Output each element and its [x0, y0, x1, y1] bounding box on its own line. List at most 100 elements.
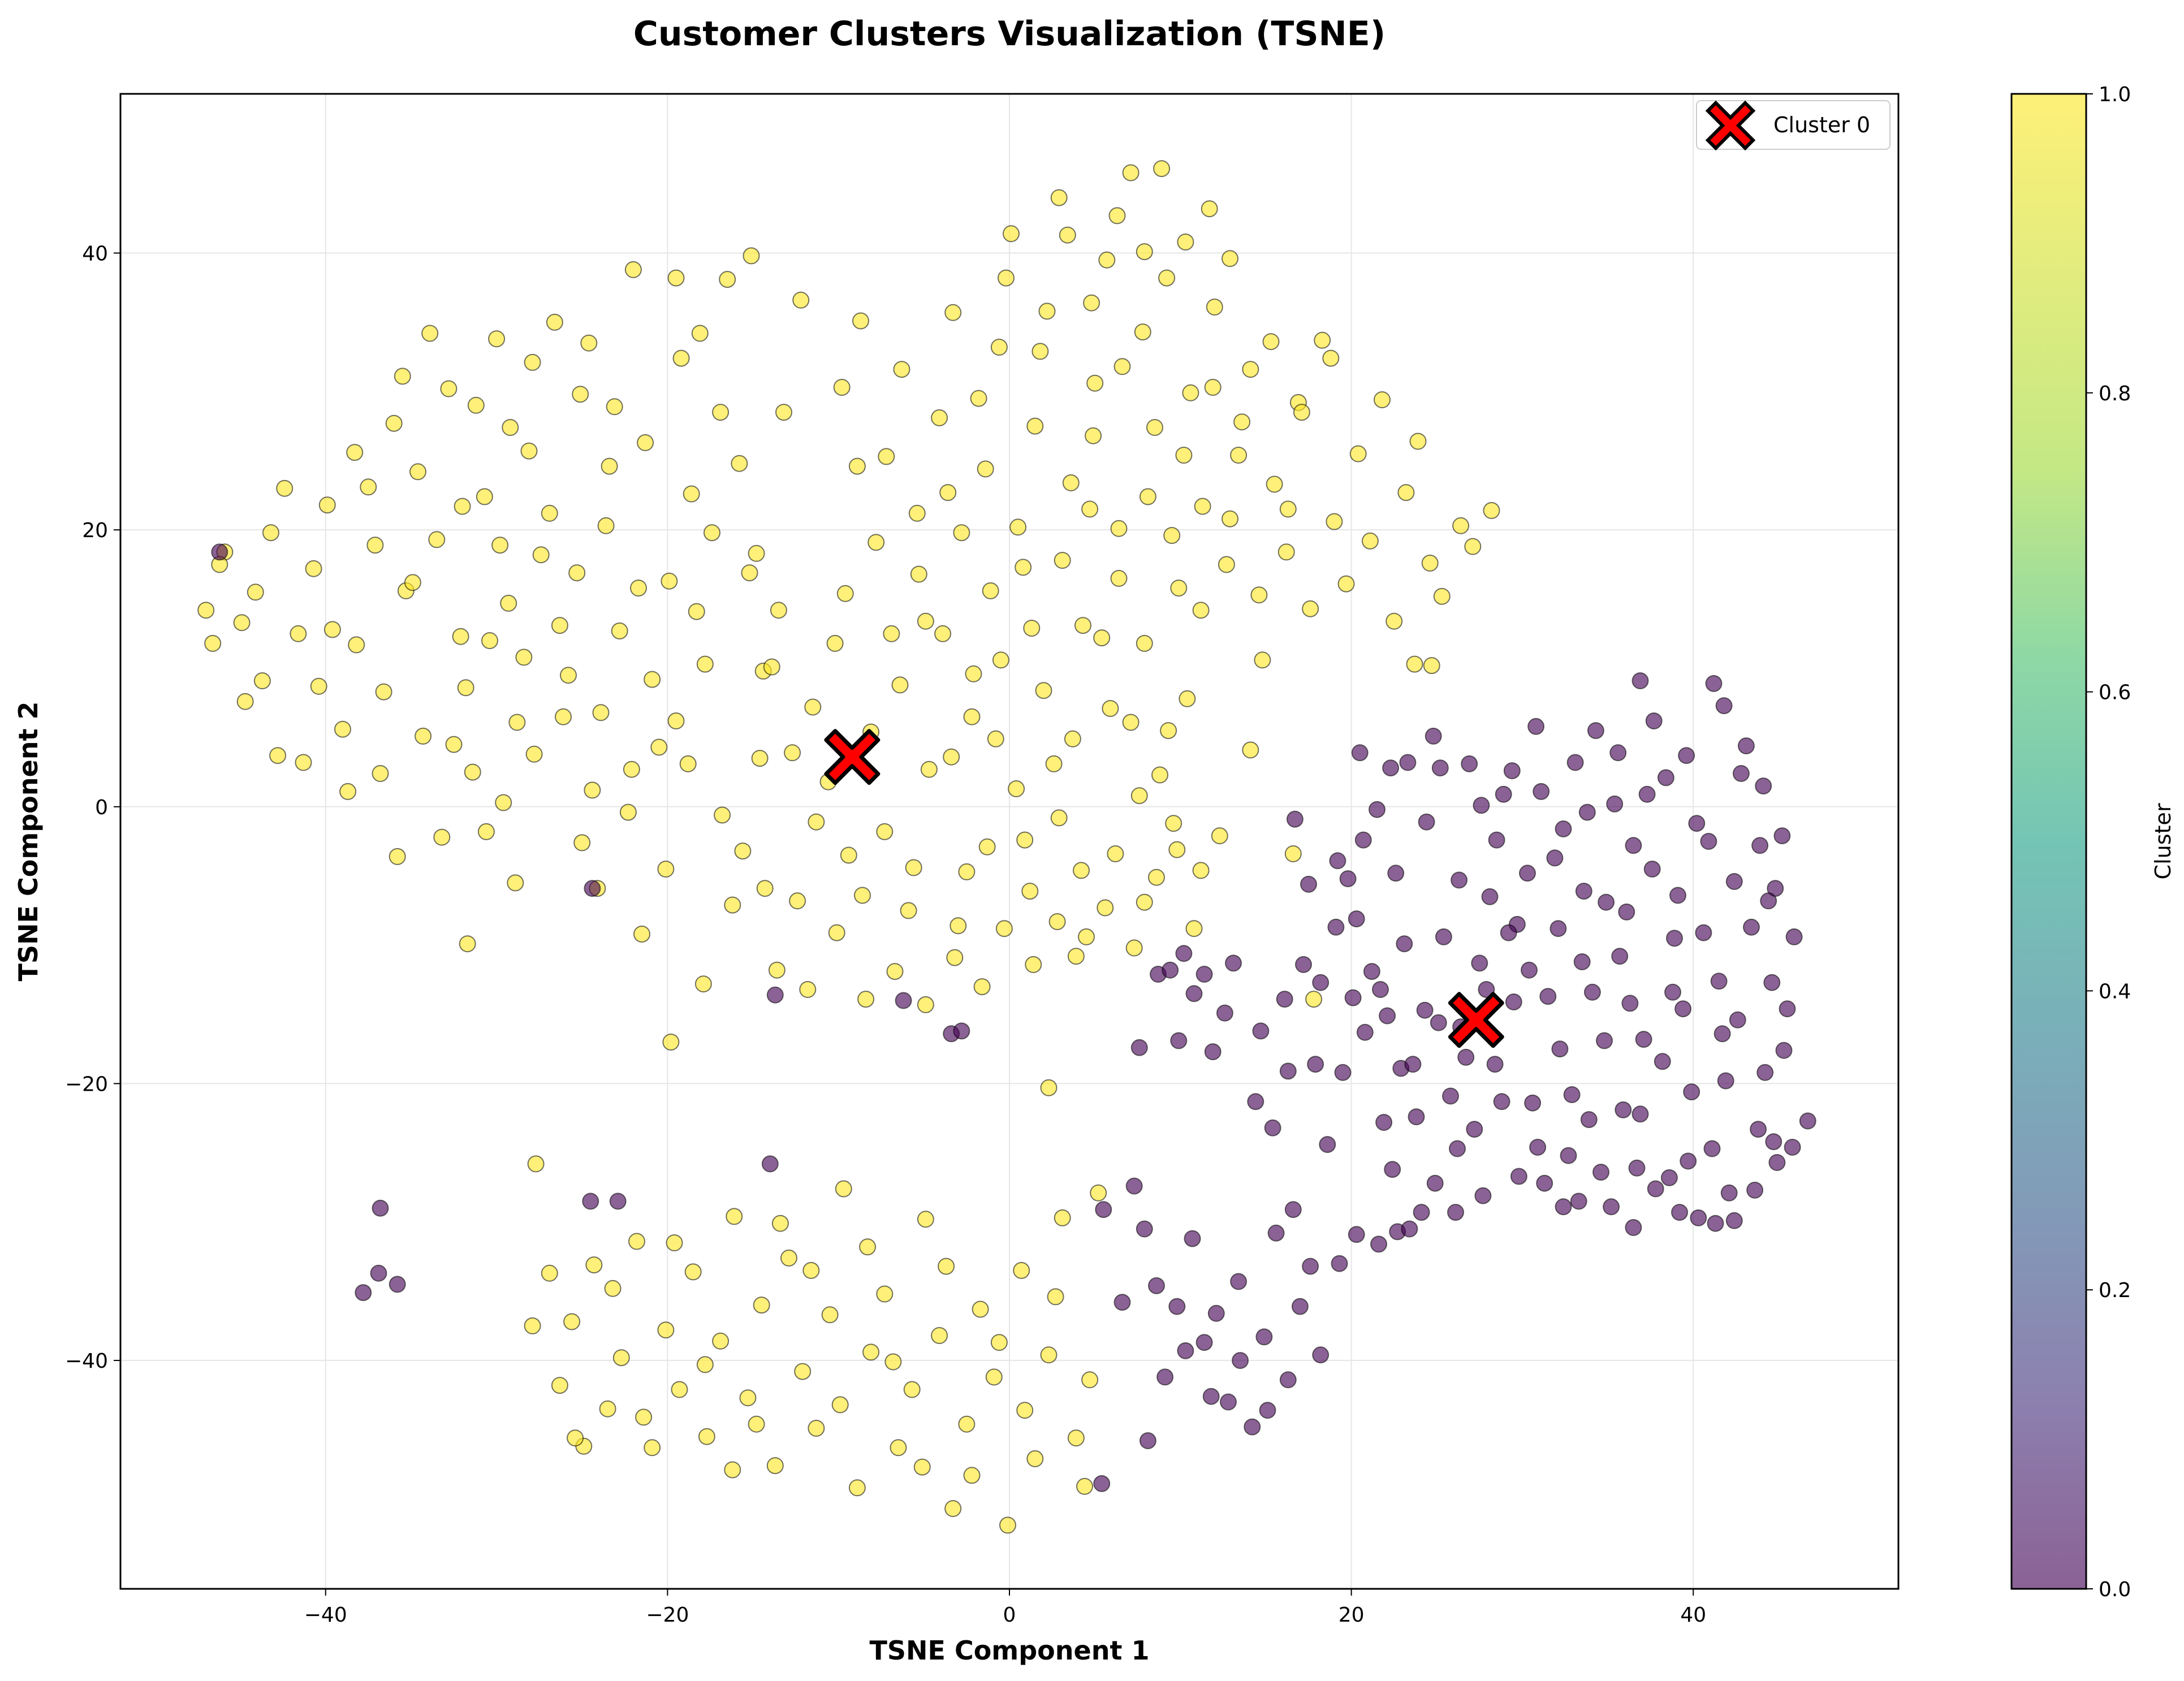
- data-point-cluster-1: [1262, 333, 1280, 351]
- data-point-cluster-0: [1521, 961, 1538, 979]
- data-point-cluster-0: [1195, 966, 1213, 983]
- data-point-cluster-0: [1095, 1201, 1112, 1218]
- data-point-cluster-1: [348, 636, 365, 654]
- data-point-cluster-0: [1473, 797, 1490, 814]
- data-point-cluster-1: [599, 1400, 616, 1418]
- data-point-cluster-0: [761, 1155, 779, 1173]
- data-point-cluster-0: [1279, 1371, 1297, 1389]
- data-point-cluster-0: [355, 1284, 372, 1302]
- data-point-cluster-1: [775, 404, 792, 421]
- data-point-cluster-1: [748, 1415, 765, 1433]
- data-point-cluster-1: [1230, 447, 1248, 464]
- colorbar-label: Cluster: [2151, 803, 2176, 879]
- data-point-cluster-0: [1185, 985, 1203, 1002]
- legend-label-cluster-0: Cluster 0: [1773, 113, 1870, 137]
- data-point-cluster-1: [597, 517, 615, 534]
- data-point-cluster-1: [611, 622, 628, 639]
- data-point-cluster-0: [1609, 744, 1627, 762]
- x-tick-label: 40: [1680, 1604, 1706, 1627]
- data-point-cluster-0: [1252, 1022, 1270, 1040]
- data-point-cluster-0: [1674, 1000, 1692, 1018]
- data-point-cluster-1: [454, 498, 471, 515]
- data-point-cluster-1: [440, 380, 457, 397]
- data-point-cluster-0: [1621, 995, 1639, 1012]
- data-point-cluster-1: [1194, 498, 1211, 515]
- data-point-cluster-1: [1192, 862, 1210, 879]
- data-point-cluster-1: [913, 1458, 931, 1476]
- data-point-cluster-1: [712, 1332, 730, 1350]
- colorbar-ticks: 0.0 0.2 0.4 0.6 0.8 1.0: [2086, 83, 2131, 1601]
- colorbar-gradient: [2012, 94, 2086, 1589]
- data-point-cluster-0: [1431, 759, 1449, 777]
- data-point-cluster-1: [857, 991, 875, 1008]
- data-point-cluster-1: [339, 783, 357, 800]
- x-tick-label: −20: [646, 1604, 689, 1627]
- data-point-cluster-0: [1408, 1108, 1425, 1126]
- data-point-cluster-0: [1755, 777, 1772, 795]
- data-point-cluster-1: [724, 896, 741, 914]
- data-point-cluster-1: [1136, 893, 1153, 911]
- data-point-cluster-0: [1710, 973, 1728, 990]
- data-point-cluster-1: [1136, 634, 1153, 652]
- data-point-cluster-0: [1598, 893, 1615, 911]
- data-point-cluster-0: [1435, 928, 1452, 945]
- data-point-cluster-1: [987, 730, 1004, 747]
- data-point-cluster-1: [290, 625, 307, 642]
- data-point-cluster-1: [1108, 207, 1126, 224]
- data-point-cluster-0: [1148, 1277, 1165, 1294]
- data-point-cluster-1: [990, 339, 1008, 356]
- data-point-cluster-1: [1201, 200, 1218, 218]
- data-point-cluster-1: [546, 313, 563, 331]
- data-point-cluster-1: [560, 667, 577, 684]
- data-point-cluster-1: [946, 949, 964, 966]
- data-point-cluster-1: [573, 834, 591, 852]
- data-point-cluster-0: [1369, 801, 1385, 818]
- colorbar-frame: [2010, 93, 2087, 1590]
- data-point-cluster-1: [944, 304, 962, 321]
- data-point-cluster-0: [1404, 1056, 1422, 1073]
- data-point-cluster-0: [1688, 815, 1706, 832]
- data-point-cluster-1: [592, 704, 610, 721]
- data-point-cluster-0: [1486, 1056, 1504, 1073]
- data-point-cluster-1: [1064, 730, 1081, 747]
- data-point-cluster-1: [766, 1457, 784, 1475]
- data-point-cluster-1: [799, 981, 817, 998]
- data-point-cluster-1: [1284, 845, 1302, 862]
- data-point-cluster-1: [886, 963, 904, 980]
- data-point-cluster-1: [1421, 554, 1439, 572]
- data-point-cluster-1: [204, 634, 222, 652]
- data-point-cluster-1: [633, 926, 650, 943]
- data-point-cluster-1: [1409, 433, 1427, 450]
- data-point-cluster-0: [1478, 981, 1495, 998]
- data-point-cluster-0: [1555, 820, 1572, 837]
- data-point-cluster-0: [1170, 1032, 1188, 1049]
- data-point-cluster-1: [1134, 323, 1151, 341]
- data-point-cluster-0: [1351, 744, 1369, 762]
- data-point-cluster-0: [1524, 1094, 1542, 1112]
- data-point-cluster-0: [1230, 1273, 1248, 1290]
- data-point-cluster-1: [828, 924, 845, 941]
- data-point-cluster-1: [1242, 361, 1259, 378]
- data-point-cluster-1: [939, 484, 957, 502]
- y-tick-label: −20: [65, 1073, 108, 1096]
- data-point-cluster-1: [1146, 419, 1163, 436]
- y-tick-label: 20: [82, 519, 108, 542]
- centroid-markers: [824, 729, 1504, 1048]
- data-point-cluster-0: [1725, 873, 1743, 890]
- data-point-cluster-1: [563, 1313, 581, 1330]
- data-point-cluster-0: [1493, 1093, 1510, 1110]
- centroid-x-icon: [824, 729, 880, 785]
- data-point-cluster-1: [973, 978, 991, 996]
- data-point-cluster-0: [1302, 1257, 1319, 1275]
- data-point-cluster-0: [1447, 1204, 1464, 1221]
- data-point-cluster-1: [995, 920, 1013, 937]
- data-point-cluster-1: [1113, 358, 1131, 375]
- data-point-cluster-1: [541, 504, 558, 522]
- data-point-cluster-1: [703, 524, 720, 542]
- data-point-cluster-1: [459, 935, 476, 953]
- data-point-cluster-0: [1713, 1025, 1731, 1043]
- data-point-cluster-1: [900, 902, 917, 919]
- data-point-cluster-1: [731, 455, 748, 472]
- data-point-cluster-1: [804, 698, 822, 716]
